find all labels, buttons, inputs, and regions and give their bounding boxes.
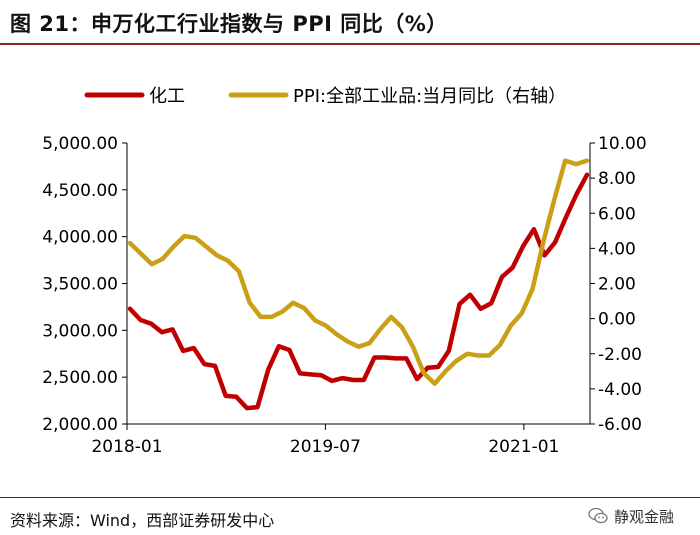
right-tick-label: 6.00 bbox=[598, 204, 636, 224]
legend-ppi-label: PPI:全部工业品:当月同比（右轴） bbox=[293, 86, 566, 107]
left-tick-label: 3,500.00 bbox=[42, 275, 118, 295]
left-tick-label: 5,000.00 bbox=[42, 134, 118, 154]
source-note: 资料来源：Wind，西部证券研发中心 bbox=[10, 511, 275, 530]
watermark-text: 静观金融 bbox=[614, 507, 675, 526]
legend-chem-label: 化工 bbox=[149, 86, 185, 107]
right-tick-label: -6.00 bbox=[598, 415, 642, 435]
right-tick-label: -2.00 bbox=[598, 345, 642, 365]
title-divider bbox=[0, 43, 700, 45]
wechat-icon bbox=[588, 507, 608, 524]
chart: 化工 PPI:全部工业品:当月同比（右轴） 2,000.00 2,500.00 3,0… bbox=[42, 86, 646, 457]
right-tick-label: -4.00 bbox=[598, 380, 642, 400]
watermark: 静观金融 bbox=[588, 503, 674, 529]
ppi-yoy-line bbox=[127, 158, 590, 386]
right-tick-label: 4.00 bbox=[598, 239, 636, 259]
source-divider bbox=[0, 497, 700, 498]
left-tick-label: 4,000.00 bbox=[42, 228, 118, 248]
right-tick-label: 0.00 bbox=[598, 310, 636, 330]
axes: 2,000.00 2,500.00 3,000.00 3,500.00 4,000.00… bbox=[42, 134, 646, 457]
right-tick-label: 2.00 bbox=[598, 275, 636, 295]
right-tick-label: 10.00 bbox=[598, 134, 647, 154]
left-tick-label: 4,500.00 bbox=[42, 181, 118, 201]
left-tick-label: 2,500.00 bbox=[42, 368, 118, 388]
x-tick-label: 2019-07 bbox=[290, 437, 361, 457]
series-group bbox=[127, 158, 590, 411]
left-tick-label: 3,000.00 bbox=[42, 321, 118, 341]
legend: 化工 PPI:全部工业品:当月同比（右轴） bbox=[84, 86, 566, 107]
left-tick-label: 2,000.00 bbox=[42, 415, 118, 435]
x-tick-label: 2018-01 bbox=[91, 437, 162, 457]
right-tick-label: 8.00 bbox=[598, 169, 636, 189]
chem-index-line bbox=[127, 172, 590, 411]
figure-title: 图 21：申万化工行业指数与 PPI 同比（%） bbox=[10, 12, 448, 36]
x-tick-label: 2021-01 bbox=[488, 437, 559, 457]
